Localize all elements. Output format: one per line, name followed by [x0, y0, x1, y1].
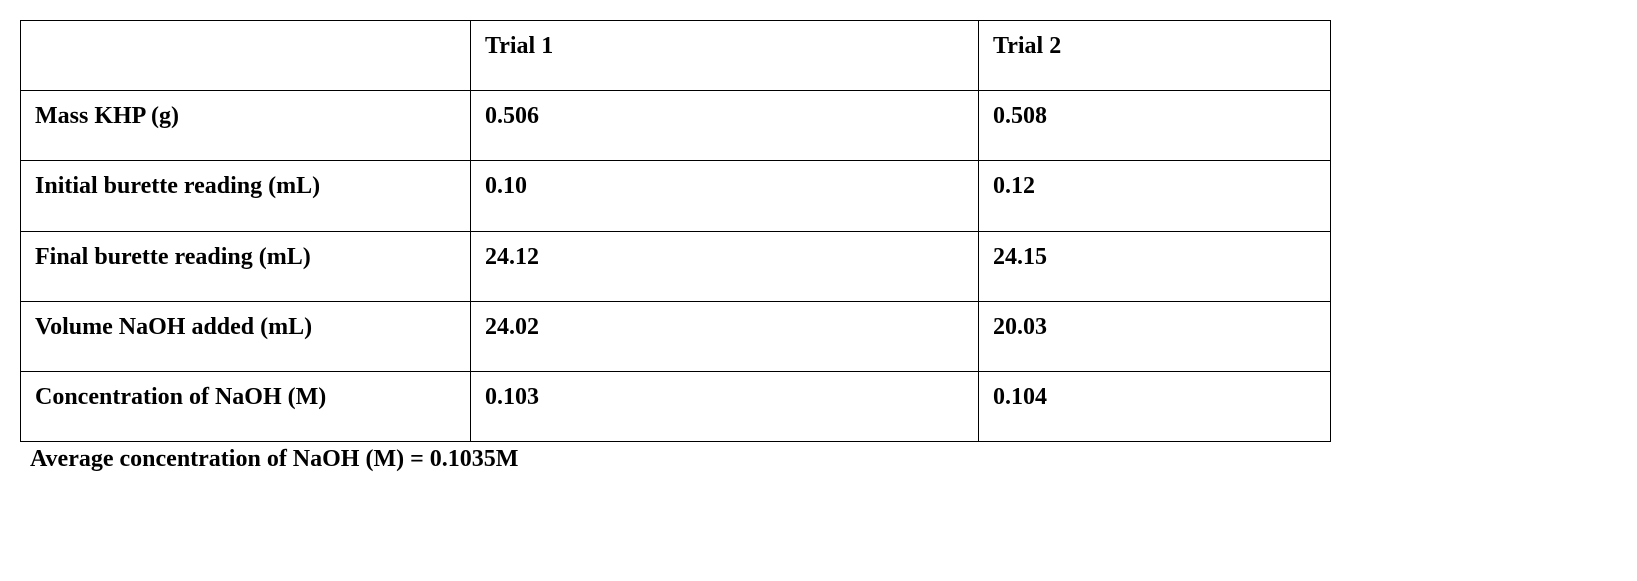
row-label-cell: Mass KHP (g) [21, 91, 471, 161]
titration-data-table-container: Trial 1 Trial 2 Mass KHP (g) 0.506 0.508… [20, 20, 1330, 473]
row-trial1-cell: 0.506 [471, 91, 979, 161]
row-trial1-cell: 0.10 [471, 161, 979, 231]
header-trial2-cell: Trial 2 [979, 21, 1331, 91]
row-trial1-cell: 24.02 [471, 301, 979, 371]
row-trial1-cell: 24.12 [471, 231, 979, 301]
row-trial1-cell: 0.103 [471, 371, 979, 441]
table-header-row: Trial 1 Trial 2 [21, 21, 1331, 91]
header-trial1-cell: Trial 1 [471, 21, 979, 91]
average-concentration-text: Average concentration of NaOH (M) = 0.10… [20, 442, 1330, 473]
table-row: Volume NaOH added (mL) 24.02 20.03 [21, 301, 1331, 371]
row-trial2-cell: 0.12 [979, 161, 1331, 231]
row-trial2-cell: 0.104 [979, 371, 1331, 441]
table-row: Mass KHP (g) 0.506 0.508 [21, 91, 1331, 161]
row-label-cell: Concentration of NaOH (M) [21, 371, 471, 441]
header-blank-cell [21, 21, 471, 91]
row-label-cell: Volume NaOH added (mL) [21, 301, 471, 371]
row-trial2-cell: 0.508 [979, 91, 1331, 161]
table-row: Final burette reading (mL) 24.12 24.15 [21, 231, 1331, 301]
row-trial2-cell: 24.15 [979, 231, 1331, 301]
titration-data-table: Trial 1 Trial 2 Mass KHP (g) 0.506 0.508… [20, 20, 1331, 442]
table-row: Concentration of NaOH (M) 0.103 0.104 [21, 371, 1331, 441]
row-label-cell: Initial burette reading (mL) [21, 161, 471, 231]
row-trial2-cell: 20.03 [979, 301, 1331, 371]
row-label-cell: Final burette reading (mL) [21, 231, 471, 301]
table-row: Initial burette reading (mL) 0.10 0.12 [21, 161, 1331, 231]
